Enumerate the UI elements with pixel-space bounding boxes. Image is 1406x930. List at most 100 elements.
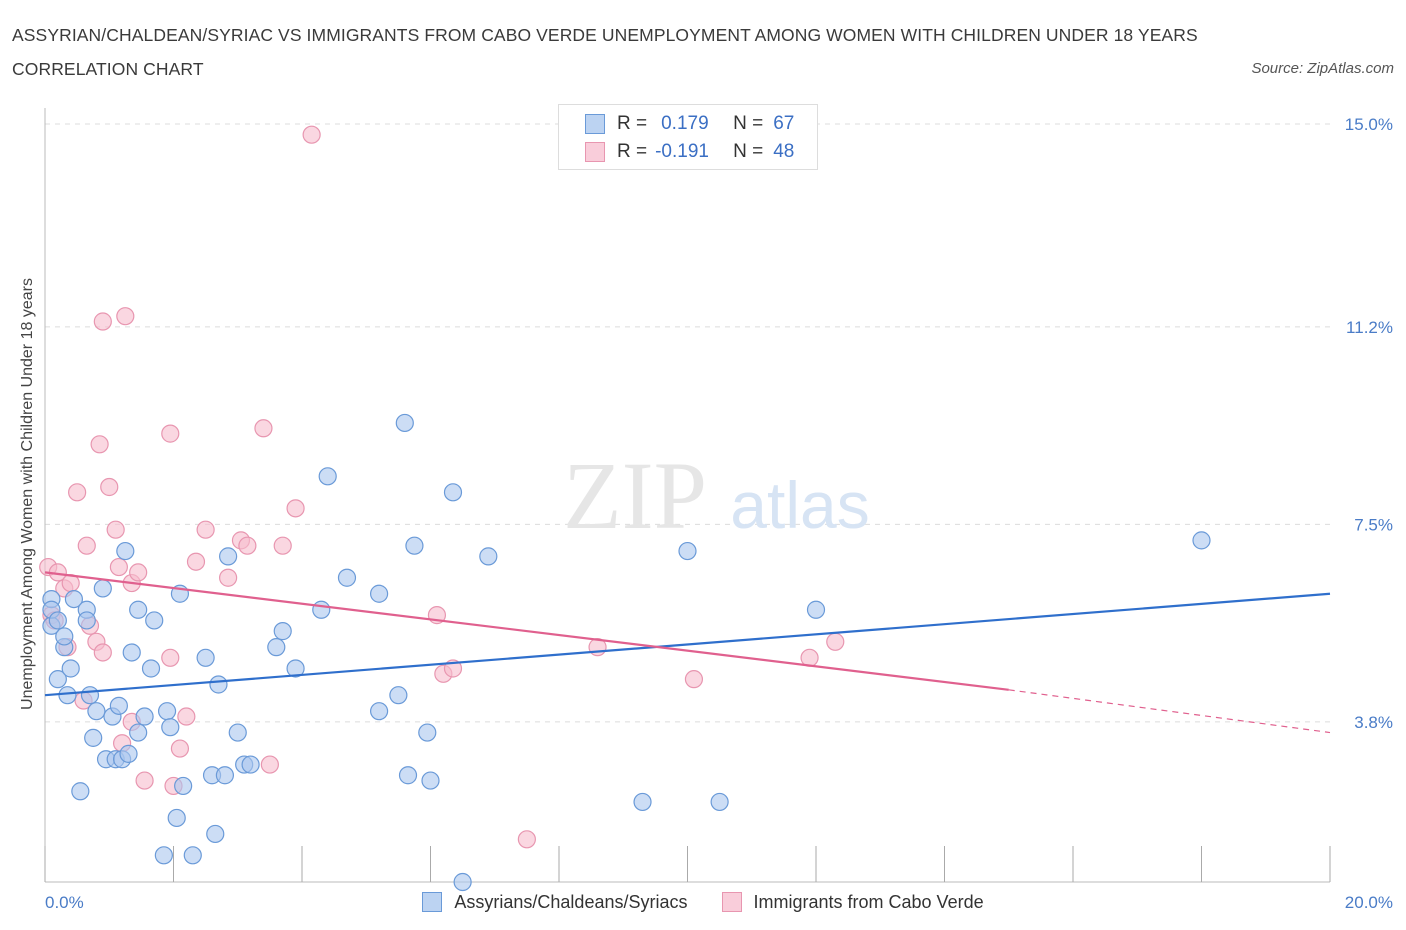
point-cabo-verde (219, 568, 238, 587)
point-assyrians (389, 686, 408, 705)
point-assyrians (80, 686, 100, 705)
point-cabo-verde (302, 125, 321, 144)
source-label: Source: ZipAtlas.com (1251, 60, 1394, 77)
point-cabo-verde (260, 755, 279, 774)
n-label: N = (733, 141, 764, 162)
x-tick-label: 20.0% (1345, 893, 1393, 912)
point-cabo-verde (684, 670, 704, 689)
point-assyrians (209, 675, 228, 694)
point-assyrians (241, 755, 260, 774)
point-assyrians (1192, 531, 1211, 550)
point-assyrians (116, 541, 135, 561)
point-assyrians (157, 702, 177, 721)
point-cabo-verde (254, 419, 273, 438)
point-assyrians (228, 723, 247, 742)
point-assyrians (806, 600, 826, 619)
r-value: -0.191 (655, 141, 709, 162)
trend-lines (44, 571, 1331, 734)
y-tick-label: 3.8% (1354, 713, 1393, 732)
point-assyrians (145, 611, 164, 630)
point-cabo-verde (177, 707, 196, 726)
point-assyrians (370, 702, 389, 721)
point-assyrians (395, 413, 414, 433)
stats-legend: R = 0.179 N = 67 R = -0.191 N = 48 (558, 104, 818, 170)
point-assyrians (633, 792, 652, 812)
point-assyrians (337, 568, 357, 587)
legend-label: Immigrants from Cabo Verde (753, 891, 984, 912)
axes (44, 108, 1331, 883)
point-assyrians (215, 766, 234, 785)
point-assyrians (286, 659, 305, 678)
point-cabo-verde (106, 520, 125, 539)
point-assyrians (398, 766, 418, 785)
pink-swatch (721, 892, 742, 912)
point-cabo-verde (116, 307, 135, 326)
chart-title: ASSYRIAN/CHALDEAN/SYRIAC VS IMMIGRANTS F… (12, 25, 1198, 79)
tick-labels: 3.8% 7.5% 11.2% 15.0% 0.0% 20.0% (45, 115, 1393, 912)
blue-swatch (585, 114, 605, 134)
r-label: R = (617, 113, 648, 134)
y-tick-label: 7.5% (1354, 515, 1393, 534)
point-cabo-verde (161, 424, 180, 443)
blue-swatch (422, 892, 443, 912)
legend-item-cabo-verde[interactable]: Immigrants from Cabo Verde (721, 888, 984, 916)
point-assyrians (135, 707, 154, 726)
point-assyrians (312, 600, 331, 619)
point-assyrians (48, 611, 67, 630)
point-assyrians (141, 659, 161, 678)
point-assyrians (710, 792, 729, 812)
data-points (39, 125, 1211, 892)
trend-line-assyrians (44, 592, 1331, 697)
point-assyrians (206, 824, 225, 844)
point-cabo-verde (517, 830, 536, 849)
point-assyrians (405, 536, 424, 555)
point-assyrians (93, 579, 112, 598)
pink-swatch (585, 142, 605, 162)
point-assyrians (64, 589, 84, 609)
x-tick-label: 0.0% (45, 893, 84, 912)
point-assyrians (273, 622, 292, 641)
point-cabo-verde (286, 499, 305, 518)
point-assyrians (129, 600, 148, 619)
point-cabo-verde (90, 435, 109, 454)
n-value: 48 (773, 141, 795, 162)
point-assyrians (87, 702, 106, 721)
point-assyrians (71, 782, 90, 801)
r-label: R = (617, 141, 648, 162)
point-assyrians (219, 547, 238, 566)
point-assyrians (370, 584, 389, 603)
point-assyrians (167, 808, 186, 828)
point-cabo-verde (100, 477, 119, 497)
point-assyrians (174, 776, 193, 796)
point-assyrians (122, 643, 141, 662)
point-cabo-verde (186, 552, 206, 571)
point-assyrians (61, 659, 80, 678)
point-assyrians (55, 627, 74, 646)
point-cabo-verde (129, 563, 148, 582)
watermark-zip: ZIP (563, 442, 707, 549)
point-assyrians (58, 686, 77, 705)
point-cabo-verde (109, 557, 128, 577)
point-cabo-verde (196, 520, 215, 539)
y-tick-label: 11.2% (1346, 318, 1393, 337)
point-cabo-verde (93, 643, 112, 662)
legend-item-assyrians[interactable]: Assyrians/Chaldeans/Syriacs (422, 888, 688, 916)
point-assyrians (119, 744, 138, 763)
point-cabo-verde (77, 536, 96, 555)
point-assyrians (183, 846, 202, 865)
r-value: 0.179 (661, 113, 709, 134)
point-cabo-verde (161, 648, 180, 667)
trend-line-cabo-verde-extension (1008, 689, 1331, 734)
point-assyrians (678, 541, 697, 561)
point-assyrians (418, 723, 437, 742)
point-assyrians (453, 872, 472, 892)
legend-row-blue: R = 0.179 N = 67 (585, 110, 794, 138)
point-assyrians (77, 611, 96, 630)
point-assyrians (84, 728, 103, 747)
legend-row-pink: R = -0.191 N = 48 (585, 138, 794, 166)
point-assyrians (109, 696, 128, 715)
n-value: 67 (773, 113, 795, 134)
point-cabo-verde (68, 483, 87, 502)
point-assyrians (267, 638, 286, 657)
